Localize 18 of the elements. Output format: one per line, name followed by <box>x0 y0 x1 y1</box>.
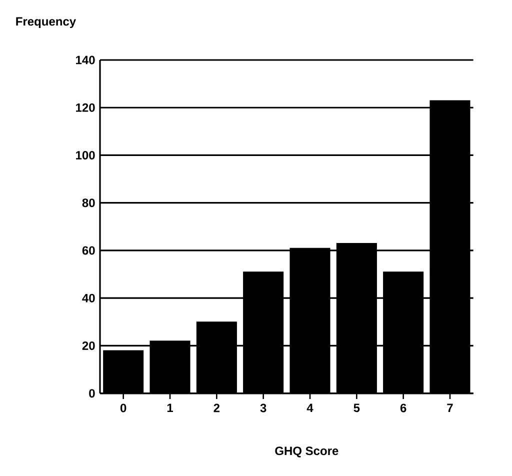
y-tick-label: 40 <box>82 294 95 302</box>
x-tick-label: 6 <box>400 404 406 412</box>
x-axis-title: GHQ Score <box>275 446 338 458</box>
x-tick-label: 4 <box>306 404 314 412</box>
y-tick-label: 60 <box>82 246 95 255</box>
x-tick-label: 2 <box>214 404 220 412</box>
y-tick-label: 80 <box>82 198 95 208</box>
x-tick-label: 0 <box>120 404 126 412</box>
y-tick-label: 100 <box>76 150 95 160</box>
x-tick-label: 7 <box>447 404 453 412</box>
y-tick-label: 20 <box>82 341 95 350</box>
y-axis-title: Frequency <box>16 17 76 28</box>
y-tick-label: 120 <box>76 103 95 112</box>
x-tick-label: 3 <box>260 404 266 412</box>
x-tick-label: 1 <box>167 404 173 412</box>
y-tick-label: 0 <box>89 389 95 398</box>
y-tick-label: 140 <box>76 56 95 64</box>
x-tick-label: 5 <box>354 404 360 412</box>
